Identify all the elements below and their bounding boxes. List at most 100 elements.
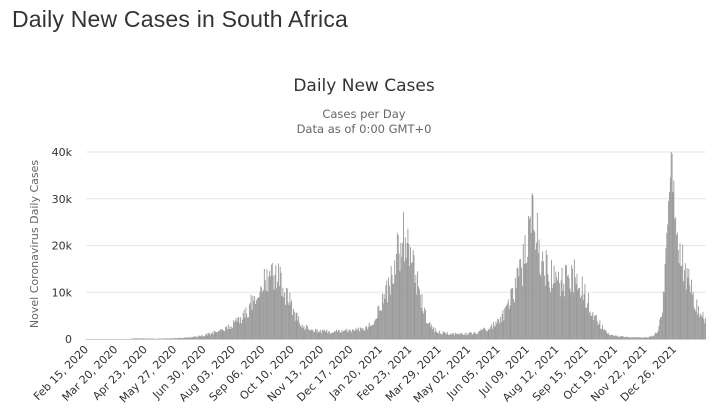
bar[interactable] bbox=[174, 338, 176, 339]
bar[interactable] bbox=[467, 335, 469, 339]
bar[interactable] bbox=[177, 338, 179, 339]
bar[interactable] bbox=[285, 288, 287, 339]
bar[interactable] bbox=[141, 338, 143, 339]
bar[interactable] bbox=[646, 337, 648, 339]
bar[interactable] bbox=[311, 329, 313, 339]
bar[interactable] bbox=[171, 338, 173, 339]
bar[interactable] bbox=[611, 334, 613, 339]
bar[interactable] bbox=[373, 321, 375, 339]
bar[interactable] bbox=[249, 302, 251, 339]
bar[interactable] bbox=[135, 338, 137, 339]
bar[interactable] bbox=[500, 322, 502, 339]
bar[interactable] bbox=[551, 287, 553, 339]
bar[interactable] bbox=[444, 332, 446, 339]
bar[interactable] bbox=[304, 330, 306, 339]
bar[interactable] bbox=[205, 333, 207, 339]
bar[interactable] bbox=[416, 294, 418, 339]
bar[interactable] bbox=[344, 330, 345, 339]
bar[interactable] bbox=[176, 338, 178, 339]
bar[interactable] bbox=[278, 285, 280, 339]
bar[interactable] bbox=[618, 336, 620, 339]
bar[interactable] bbox=[272, 275, 274, 339]
bar[interactable] bbox=[604, 330, 606, 339]
bar[interactable] bbox=[255, 303, 256, 339]
bar[interactable] bbox=[270, 276, 271, 339]
bar[interactable] bbox=[577, 290, 579, 339]
bar[interactable] bbox=[316, 329, 318, 339]
bar[interactable] bbox=[663, 292, 665, 340]
bar[interactable] bbox=[372, 325, 374, 339]
bar[interactable] bbox=[561, 267, 563, 339]
bar[interactable] bbox=[257, 297, 259, 339]
bar[interactable] bbox=[237, 317, 239, 340]
bar[interactable] bbox=[701, 316, 703, 339]
bar[interactable] bbox=[553, 265, 555, 339]
bar[interactable] bbox=[693, 307, 695, 339]
bar[interactable] bbox=[445, 333, 447, 339]
bar[interactable] bbox=[574, 277, 576, 339]
bar[interactable] bbox=[549, 287, 551, 339]
bar[interactable] bbox=[499, 317, 501, 339]
bar[interactable] bbox=[468, 333, 470, 339]
bar[interactable] bbox=[256, 298, 258, 339]
bar[interactable] bbox=[195, 336, 197, 339]
bar[interactable] bbox=[531, 193, 533, 339]
bar[interactable] bbox=[665, 248, 667, 339]
bar[interactable] bbox=[357, 329, 359, 340]
bar[interactable] bbox=[410, 262, 412, 339]
bar[interactable] bbox=[459, 334, 461, 339]
bar[interactable] bbox=[433, 332, 435, 339]
bar[interactable] bbox=[302, 328, 304, 339]
bar[interactable] bbox=[402, 242, 404, 339]
bar[interactable] bbox=[190, 337, 192, 339]
bar[interactable] bbox=[167, 338, 168, 339]
bar[interactable] bbox=[548, 281, 550, 339]
bar[interactable] bbox=[666, 232, 668, 339]
bar[interactable] bbox=[518, 276, 520, 340]
bar[interactable] bbox=[353, 330, 355, 339]
bar[interactable] bbox=[595, 314, 597, 339]
bar[interactable] bbox=[691, 279, 692, 339]
bar[interactable] bbox=[664, 264, 666, 339]
bar[interactable] bbox=[396, 254, 397, 339]
bar[interactable] bbox=[381, 310, 382, 339]
bar[interactable] bbox=[590, 316, 592, 339]
bar[interactable] bbox=[535, 249, 537, 339]
bar[interactable] bbox=[334, 330, 336, 339]
bar[interactable] bbox=[369, 325, 371, 339]
bar[interactable] bbox=[602, 324, 603, 339]
bar[interactable] bbox=[609, 335, 611, 339]
bar[interactable] bbox=[617, 336, 619, 339]
bar[interactable] bbox=[554, 282, 556, 339]
bar[interactable] bbox=[644, 337, 646, 339]
bar[interactable] bbox=[201, 334, 203, 339]
bar[interactable] bbox=[299, 323, 301, 339]
bar[interactable] bbox=[358, 327, 360, 339]
bar[interactable] bbox=[178, 337, 180, 339]
bar[interactable] bbox=[435, 331, 437, 339]
bar[interactable] bbox=[228, 329, 230, 339]
bar[interactable] bbox=[407, 228, 409, 339]
bar[interactable] bbox=[364, 330, 366, 339]
bar[interactable] bbox=[387, 302, 389, 339]
bar[interactable] bbox=[293, 311, 295, 339]
bar[interactable] bbox=[351, 332, 352, 339]
bar[interactable] bbox=[412, 250, 414, 339]
bar[interactable] bbox=[342, 331, 344, 339]
bar[interactable] bbox=[476, 334, 478, 339]
bar[interactable] bbox=[222, 330, 224, 339]
bar[interactable] bbox=[543, 261, 544, 339]
bar[interactable] bbox=[513, 299, 515, 339]
bar[interactable] bbox=[517, 267, 519, 339]
bar[interactable] bbox=[359, 331, 360, 339]
bar[interactable] bbox=[630, 337, 632, 339]
bar[interactable] bbox=[436, 332, 438, 339]
bar[interactable] bbox=[683, 281, 684, 339]
bar[interactable] bbox=[232, 328, 234, 339]
bar[interactable] bbox=[538, 239, 540, 339]
bar[interactable] bbox=[469, 332, 470, 339]
bar[interactable] bbox=[263, 268, 265, 339]
bar[interactable] bbox=[470, 332, 472, 339]
bar[interactable] bbox=[613, 336, 615, 339]
bar[interactable] bbox=[266, 269, 268, 339]
